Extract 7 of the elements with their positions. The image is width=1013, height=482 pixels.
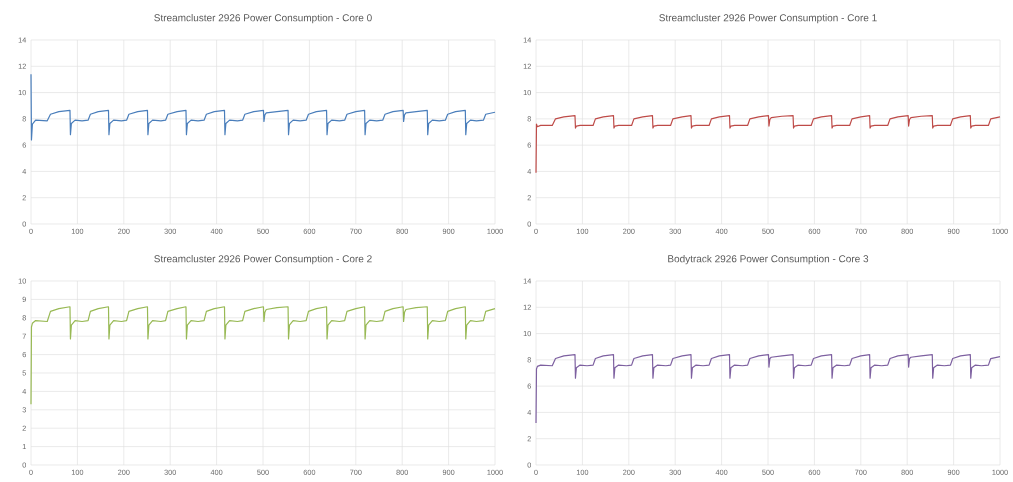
- line-series: [30, 73, 496, 141]
- line-series: [535, 354, 1001, 424]
- chart-title: Streamcluster 2926 Power Consumption - Core 0: [154, 13, 372, 24]
- chart-title: Streamcluster 2926 Power Consumption - Core 2: [154, 254, 372, 265]
- line-series: [30, 306, 496, 405]
- chart-title: Streamcluster 2926 Power Consumption - Core 1: [659, 13, 877, 24]
- chart-title: Bodytrack 2926 Power Consumption - Core 3: [668, 254, 869, 265]
